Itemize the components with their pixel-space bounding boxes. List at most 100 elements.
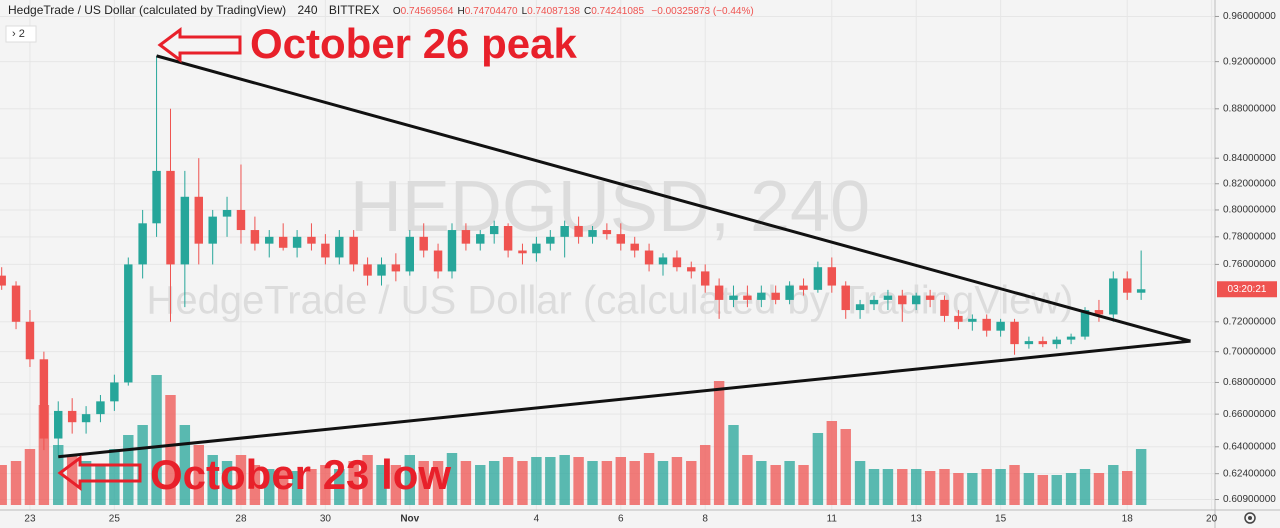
y-tick-label: 0.64000000 <box>1223 441 1276 452</box>
volume-bar <box>686 461 697 505</box>
volume-bar <box>80 461 92 505</box>
volume-bar <box>629 461 640 505</box>
volume-bar <box>728 425 739 505</box>
gear[interactable] <box>1244 512 1256 524</box>
y-tick-label: 0.92000000 <box>1223 56 1276 67</box>
volume-bar <box>38 405 50 505</box>
candle-body <box>152 170 161 224</box>
x-tick-label: 20 <box>1206 514 1218 525</box>
volume-bar <box>390 465 402 505</box>
x-tick-label: 18 <box>1122 514 1134 525</box>
volume-bar <box>432 461 444 505</box>
candle-body <box>503 226 513 251</box>
volume-bar <box>137 425 148 505</box>
candle-body <box>1038 341 1048 345</box>
candle-body <box>898 295 907 305</box>
volume-bar <box>179 425 191 505</box>
candle-body <box>700 271 710 286</box>
candle-body <box>124 264 133 383</box>
candle-body <box>377 264 386 276</box>
volume-bar <box>235 455 247 505</box>
ohlc-key: C <box>584 6 591 17</box>
candle-body <box>588 230 597 237</box>
indicator-toggle-label[interactable]: › 2 <box>12 28 25 40</box>
volume-bar <box>868 469 880 505</box>
candle-body <box>236 209 246 231</box>
candle-body <box>278 236 288 248</box>
candle-body <box>1010 321 1019 345</box>
candle-body <box>321 243 330 258</box>
candle-body <box>461 230 471 244</box>
y-tick-label: 0.96000000 <box>1223 11 1276 22</box>
countdown: 03:20:21 <box>1228 284 1267 295</box>
candle-body <box>616 234 626 244</box>
volume-bar <box>798 465 809 505</box>
volume-bar <box>446 453 458 505</box>
candle-body <box>1024 341 1034 345</box>
volume-bar <box>924 471 936 505</box>
candle-body <box>349 236 358 265</box>
candle-body <box>81 414 91 423</box>
ohlc-value: 0.74087138 <box>527 6 580 17</box>
candle-body <box>785 285 794 300</box>
ohlc-key: L <box>522 6 528 17</box>
x-tick-label: 13 <box>911 514 923 525</box>
volume-bar <box>502 457 514 505</box>
volume-bar <box>897 469 908 505</box>
candle-body <box>968 318 977 322</box>
volume-bar <box>1023 473 1035 505</box>
volume-bar <box>249 465 261 505</box>
volume-bar <box>784 461 795 505</box>
candle-body <box>982 318 991 331</box>
volume-bar <box>1037 475 1049 505</box>
candle-body <box>658 257 668 265</box>
volume-bar <box>699 445 711 505</box>
x-tick-label: 30 <box>320 514 332 525</box>
volume-bar <box>1121 471 1133 505</box>
volume-bar <box>573 457 584 505</box>
y-tick-label: 0.70000000 <box>1223 346 1276 357</box>
volume-bar <box>376 465 387 505</box>
volume-bar <box>193 445 204 505</box>
candle-body <box>39 359 49 439</box>
candle-body <box>954 315 963 322</box>
x-tick-label: 4 <box>534 514 540 525</box>
candle-body <box>11 285 21 322</box>
volume-bar <box>221 461 233 505</box>
volume-bar <box>601 461 613 505</box>
candle-body <box>855 304 865 311</box>
volume-bar <box>320 465 331 505</box>
candle-body <box>546 236 555 244</box>
volume-bar <box>1079 469 1091 505</box>
candle-body <box>391 264 401 272</box>
candle-body <box>307 236 316 244</box>
trendline <box>58 339 1191 459</box>
y-tick-label: 0.82000000 <box>1223 178 1276 189</box>
candle-body <box>518 250 527 254</box>
indicator-toggle[interactable] <box>5 25 37 43</box>
volume-bar <box>1093 473 1105 505</box>
x-tick-label: 28 <box>235 514 247 525</box>
candle-body <box>194 196 203 244</box>
candle-body <box>335 236 344 258</box>
settings-icon[interactable] <box>1244 512 1256 524</box>
volume-bar <box>418 461 429 505</box>
candle-body <box>714 285 724 300</box>
volume-bar <box>615 457 627 505</box>
volume-bar <box>66 455 78 505</box>
volume-bar <box>967 473 978 505</box>
annotation-peak: October 26 peak <box>157 20 577 67</box>
volume-bar <box>334 469 345 505</box>
volume-bar <box>1135 449 1147 505</box>
candle-body <box>110 382 119 402</box>
candle-body <box>602 230 612 235</box>
gear-center[interactable] <box>1248 516 1252 520</box>
candle-body <box>208 216 217 244</box>
volume-bar <box>545 457 556 505</box>
candle-body <box>1094 310 1104 315</box>
candle-body <box>771 292 780 300</box>
candle-body <box>476 234 485 244</box>
volume-bar <box>488 461 500 505</box>
candle-body <box>757 292 766 300</box>
volume-bar <box>995 469 1006 505</box>
